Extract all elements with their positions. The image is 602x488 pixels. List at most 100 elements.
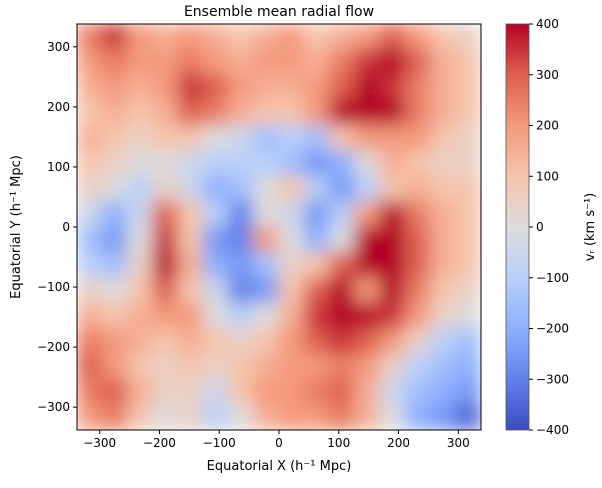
- y-axis-label: Equatorial Y (h⁻¹ Mpc): [9, 155, 24, 299]
- heatmap-cell: [430, 125, 457, 152]
- heatmap-cell: [303, 328, 330, 355]
- heatmap-cell: [228, 175, 255, 203]
- heatmap-cell: [101, 24, 128, 50]
- heatmap-cell: [101, 378, 128, 406]
- y-tick-label: −100: [37, 280, 70, 294]
- heatmap-cell: [455, 226, 481, 253]
- heatmap-cell: [354, 302, 381, 329]
- heatmap-cell: [303, 74, 330, 101]
- heatmap-cell: [455, 302, 481, 329]
- colorbar-tick-label: −400: [536, 423, 569, 437]
- heatmap-cell: [404, 74, 431, 101]
- heatmap-cell: [101, 201, 128, 228]
- heatmap-cell: [329, 201, 356, 228]
- heatmap-cell: [101, 251, 128, 279]
- heatmap-cell: [101, 175, 128, 203]
- heatmap-cell: [354, 251, 381, 279]
- heatmap-cell: [177, 378, 204, 406]
- heatmap-cell: [278, 24, 305, 50]
- heatmap-cell: [177, 48, 204, 76]
- colorbar-tick-label: −200: [536, 322, 569, 336]
- heatmap-cell: [253, 99, 280, 126]
- heatmap-cell: [379, 99, 406, 126]
- heatmap-cell: [228, 74, 255, 101]
- heatmap-cell: [379, 328, 406, 355]
- heatmap-cell: [127, 404, 154, 430]
- x-tick-label: −200: [143, 436, 176, 450]
- heatmap-cell: [202, 150, 229, 177]
- heatmap-cell: [127, 150, 154, 177]
- heatmap-cell: [354, 378, 381, 406]
- heatmap-cell: [278, 150, 305, 177]
- heatmap-cell: [379, 201, 406, 228]
- heatmap-cell: [455, 48, 481, 76]
- colorbar-tick-label: −100: [536, 271, 569, 285]
- x-tick-label: −100: [203, 436, 236, 450]
- heatmap-cell: [329, 48, 356, 76]
- heatmap-cell: [404, 175, 431, 203]
- heatmap-cell: [354, 404, 381, 430]
- heatmap-cell: [253, 353, 280, 380]
- heatmap-cell: [152, 353, 179, 380]
- heatmap-cell: [202, 125, 229, 152]
- heatmap-cell: [278, 277, 305, 304]
- heatmap-cell: [430, 378, 457, 406]
- heatmap-cell: [202, 74, 229, 101]
- y-axis: −300 −200 −100 0 100 200 300: [37, 40, 77, 414]
- colorbar-tick-label: 400: [536, 17, 559, 31]
- heatmap-cell: [77, 125, 103, 152]
- heatmap-cell: [379, 48, 406, 76]
- heatmap-cell: [455, 150, 481, 177]
- chart-title: Ensemble mean radial flow: [184, 4, 374, 20]
- heatmap-cell: [253, 74, 280, 101]
- heatmap-cell: [202, 302, 229, 329]
- heatmap-cell: [253, 251, 280, 279]
- heatmap-cell: [127, 175, 154, 203]
- heatmap-cell: [329, 302, 356, 329]
- heatmap-cell: [127, 251, 154, 279]
- heatmap-cell: [404, 125, 431, 152]
- heatmap-cell: [278, 328, 305, 355]
- colorbar-label: vᵣ (km s⁻¹): [583, 193, 598, 262]
- heatmap-cell: [127, 74, 154, 101]
- heatmap-cell: [77, 251, 103, 279]
- y-tick-label: 200: [47, 100, 70, 114]
- heatmap-cell: [404, 251, 431, 279]
- heatmap-cell: [202, 175, 229, 203]
- y-tick-label: −300: [37, 400, 70, 414]
- heatmap-cell: [177, 24, 204, 50]
- heatmap-cell: [77, 404, 103, 430]
- heatmap-cell: [101, 125, 128, 152]
- heatmap-cell: [404, 150, 431, 177]
- y-tick-label: 0: [62, 220, 70, 234]
- heatmap-cell: [101, 302, 128, 329]
- heatmap-cell: [228, 353, 255, 380]
- heatmap-cell: [228, 378, 255, 406]
- heatmap-cell: [101, 353, 128, 380]
- heatmap-cell: [354, 125, 381, 152]
- heatmap-cell: [101, 150, 128, 177]
- heatmap-cell: [202, 226, 229, 253]
- heatmap-cell: [253, 328, 280, 355]
- heatmap-cell: [379, 226, 406, 253]
- heatmap-cell: [77, 201, 103, 228]
- heatmap-cell: [77, 277, 103, 304]
- heatmap-cell: [354, 150, 381, 177]
- heatmap-cell: [404, 201, 431, 228]
- heatmap-cell: [329, 175, 356, 203]
- heatmap-cell: [354, 24, 381, 50]
- heatmap-cell: [354, 74, 381, 101]
- heatmap-cell: [202, 251, 229, 279]
- colorbar-tick-label: 200: [536, 119, 559, 133]
- heatmap-cell: [253, 277, 280, 304]
- heatmap-cell: [152, 251, 179, 279]
- heatmap-cell: [430, 201, 457, 228]
- heatmap-cell: [202, 24, 229, 50]
- x-tick-label: 0: [275, 436, 283, 450]
- heatmap-cell: [455, 201, 481, 228]
- heatmap-cell: [127, 48, 154, 76]
- heatmap-cell: [228, 24, 255, 50]
- heatmap-cell: [303, 125, 330, 152]
- heatmap-cell: [354, 48, 381, 76]
- heatmap-cell: [455, 378, 481, 406]
